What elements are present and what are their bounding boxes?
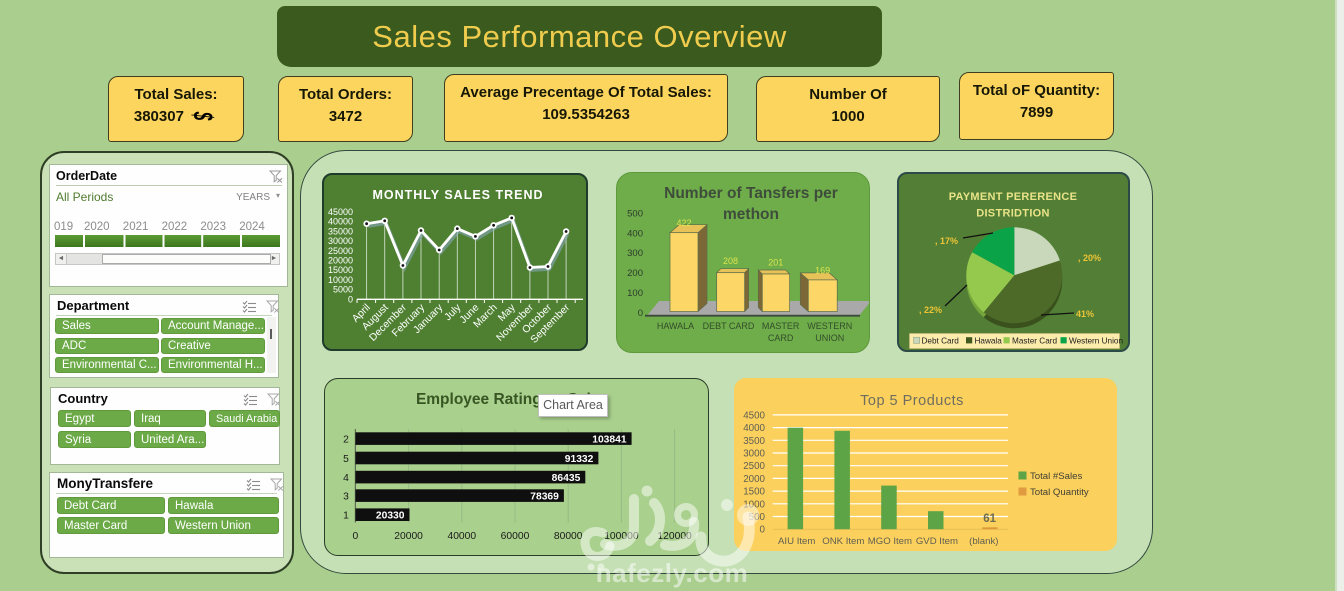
svg-text:200: 200 bbox=[627, 268, 643, 279]
svg-text:4500: 4500 bbox=[743, 410, 765, 421]
svg-text:3500: 3500 bbox=[743, 436, 765, 447]
svg-text:GVD Item: GVD Item bbox=[916, 536, 958, 547]
svg-text:35000: 35000 bbox=[328, 226, 353, 236]
svg-text:25000: 25000 bbox=[328, 246, 353, 256]
svg-text:MASTER: MASTER bbox=[762, 321, 800, 331]
svg-text:, 17%: , 17% bbox=[935, 236, 958, 246]
svg-text:300: 300 bbox=[627, 248, 643, 259]
svg-text:$: $ bbox=[188, 111, 218, 121]
svg-text:20330: 20330 bbox=[376, 511, 405, 522]
svg-text:201: 201 bbox=[768, 258, 783, 268]
svg-text:40000: 40000 bbox=[328, 217, 353, 227]
svg-text:78369: 78369 bbox=[530, 491, 559, 502]
svg-text:Number of Tansfers per: Number of Tansfers per bbox=[664, 185, 838, 202]
svg-text:40000: 40000 bbox=[447, 531, 476, 542]
svg-text:HAWALA: HAWALA bbox=[657, 321, 694, 331]
svg-text:100: 100 bbox=[627, 288, 643, 299]
svg-text:2000: 2000 bbox=[743, 474, 765, 485]
svg-text:methon: methon bbox=[723, 206, 779, 223]
svg-text:3000: 3000 bbox=[743, 449, 765, 460]
svg-text:UNION: UNION bbox=[815, 333, 844, 343]
svg-text:WESTERN: WESTERN bbox=[807, 321, 852, 331]
svg-text:80000: 80000 bbox=[554, 531, 583, 542]
svg-text:(blank): (blank) bbox=[969, 536, 998, 547]
svg-text:MGO Item: MGO Item bbox=[868, 536, 912, 547]
svg-text:10000: 10000 bbox=[328, 275, 353, 285]
svg-text:45000: 45000 bbox=[328, 207, 353, 217]
svg-text:500: 500 bbox=[627, 209, 643, 220]
svg-text:0: 0 bbox=[760, 525, 766, 536]
svg-text:Debt Card: Debt Card bbox=[922, 337, 960, 346]
svg-text:ONK Item: ONK Item bbox=[822, 536, 864, 547]
svg-text:91332: 91332 bbox=[565, 454, 594, 465]
svg-text:103841: 103841 bbox=[592, 434, 627, 445]
svg-text:AIU Item: AIU Item bbox=[778, 536, 815, 547]
svg-text:20000: 20000 bbox=[394, 531, 423, 542]
svg-text:Top 5 Products: Top 5 Products bbox=[860, 393, 964, 409]
svg-text:86435: 86435 bbox=[552, 473, 581, 484]
svg-text:nafezly.com: nafezly.com bbox=[596, 558, 748, 588]
svg-text:61: 61 bbox=[983, 513, 996, 525]
svg-text:MONTHLY SALES TREND: MONTHLY SALES TREND bbox=[372, 188, 543, 202]
svg-text:422: 422 bbox=[676, 218, 691, 228]
svg-text:3: 3 bbox=[343, 491, 349, 502]
svg-text:Total #Sales: Total #Sales bbox=[1030, 471, 1082, 482]
svg-text:400: 400 bbox=[627, 228, 643, 239]
svg-text:60000: 60000 bbox=[501, 531, 530, 542]
svg-text:Hawala: Hawala bbox=[975, 337, 1003, 346]
svg-text:0: 0 bbox=[638, 308, 643, 319]
svg-text:30000: 30000 bbox=[328, 236, 353, 246]
svg-text:DISTRIDTION: DISTRIDTION bbox=[976, 208, 1050, 220]
svg-text:100000: 100000 bbox=[604, 531, 639, 542]
svg-text:5000: 5000 bbox=[333, 285, 353, 295]
svg-text:4: 4 bbox=[343, 473, 349, 484]
svg-text:0: 0 bbox=[353, 531, 359, 542]
svg-text:Master Card: Master Card bbox=[1012, 337, 1057, 346]
svg-text:2500: 2500 bbox=[743, 461, 765, 472]
svg-text:41%: 41% bbox=[1076, 309, 1094, 319]
svg-text:Western Union: Western Union bbox=[1069, 337, 1123, 346]
svg-text:1500: 1500 bbox=[743, 487, 765, 498]
svg-text:500: 500 bbox=[749, 512, 766, 523]
svg-text:PAYMENT PERERENCE: PAYMENT PERERENCE bbox=[949, 191, 1078, 203]
svg-text:15000: 15000 bbox=[328, 265, 353, 275]
svg-text:208: 208 bbox=[723, 256, 738, 266]
svg-text:1: 1 bbox=[343, 511, 349, 522]
svg-text:Total Quantity: Total Quantity bbox=[1030, 487, 1089, 498]
svg-text:0: 0 bbox=[348, 294, 353, 304]
svg-text:2: 2 bbox=[343, 434, 349, 445]
svg-text:169: 169 bbox=[815, 266, 830, 276]
svg-text:, 20%: , 20% bbox=[1078, 253, 1101, 263]
svg-text:120000: 120000 bbox=[657, 531, 692, 542]
svg-text:20000: 20000 bbox=[328, 256, 353, 266]
svg-text:5: 5 bbox=[343, 454, 349, 465]
svg-text:, 22%: , 22% bbox=[919, 305, 942, 315]
svg-text:DEBT CARD: DEBT CARD bbox=[703, 321, 755, 331]
svg-text:1000: 1000 bbox=[743, 499, 765, 510]
svg-text:4000: 4000 bbox=[743, 423, 765, 434]
svg-text:CARD: CARD bbox=[768, 333, 794, 343]
